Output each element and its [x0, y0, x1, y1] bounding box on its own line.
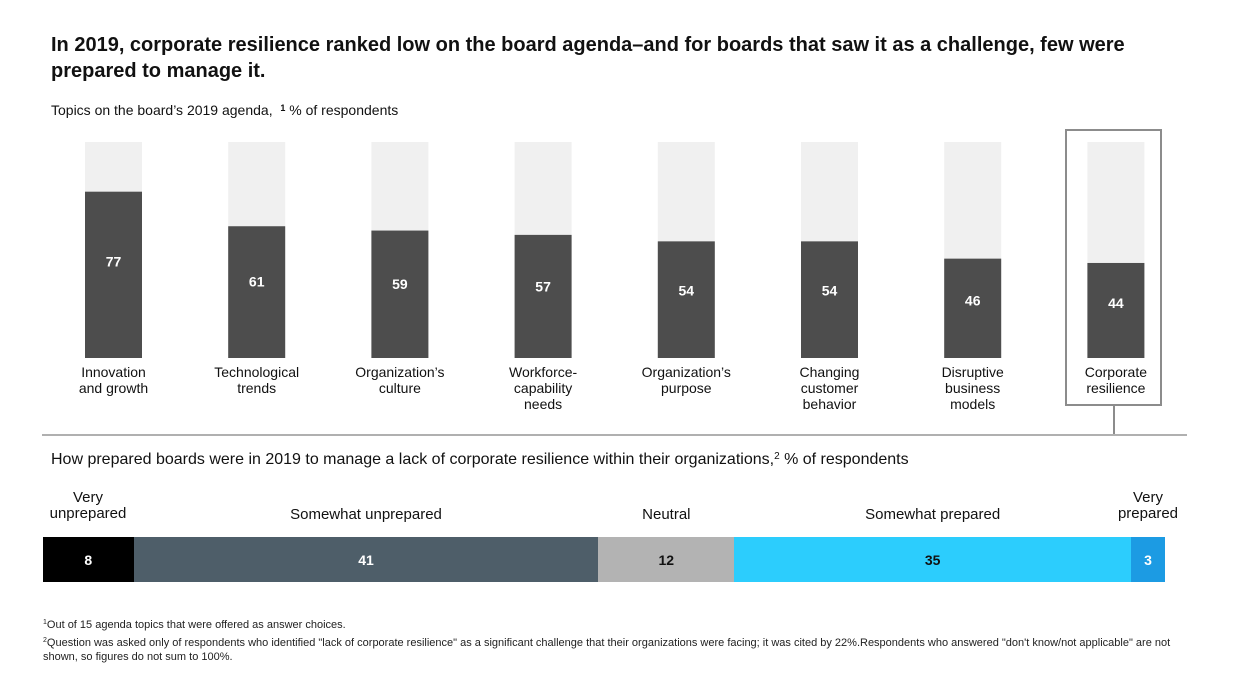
- category-label-line: trends: [237, 380, 277, 396]
- preparedness-stacked-bar: 8 41 12 35 3: [43, 537, 1165, 582]
- bar-value-label: 59: [392, 276, 408, 292]
- chart-title: In 2019, corporate resilience ranked low…: [51, 34, 1125, 82]
- segment-value-label: 41: [358, 551, 374, 568]
- bar: [371, 230, 429, 358]
- footnote-1: 1Out of 15 agenda topics that were offer…: [43, 616, 1203, 632]
- footnote-2: 2Question was asked only of respondents …: [43, 634, 1203, 664]
- section-divider: [42, 434, 1187, 436]
- footnote-ref-1: 1: [280, 103, 286, 113]
- stacked-segment: 41: [133, 537, 599, 582]
- category-label-line: business: [945, 380, 1001, 396]
- stacked-segment: 8: [43, 537, 134, 582]
- category-label: Changing customer behavior: [770, 364, 890, 412]
- footnote-ref-2: 2: [774, 451, 780, 462]
- agenda-subtitle: Topics on the board’s 2019 agenda, 1 % o…: [51, 102, 398, 118]
- highlight-connector: [1113, 406, 1115, 434]
- agenda-subtitle-text: Topics on the board’s 2019 agenda,: [51, 102, 273, 118]
- category-label-line: resilience: [1086, 380, 1146, 396]
- highlight-box: [1065, 129, 1162, 406]
- category-label: Corporate resilience: [1056, 364, 1176, 396]
- category-label-line: behavior: [802, 396, 857, 412]
- segment-label-line: unprepared: [49, 505, 127, 522]
- preparedness-subtitle-text: How prepared boards were in 2019 to mana…: [51, 451, 775, 468]
- stacked-segment: 35: [734, 537, 1131, 582]
- category-label-line: Organization’s: [355, 364, 445, 380]
- segment-label-line: Neutral: [642, 506, 691, 523]
- category-label-line: capability: [513, 380, 573, 396]
- category-label-line: Innovation: [81, 364, 146, 380]
- category-label: Workforce-capability needs: [483, 364, 603, 412]
- segment-category-label: Very prepared: [1066, 490, 1230, 522]
- agenda-subtitle-unit: % of respondents: [285, 102, 399, 118]
- category-label: Organization’s purpose: [626, 364, 746, 396]
- segment-value-label: 3: [1144, 551, 1152, 568]
- footnote-2-marker: 2: [43, 637, 47, 644]
- bar-value-label: 44: [1108, 295, 1124, 311]
- bar-value-label: 54: [822, 282, 838, 298]
- bar-value-label: 54: [679, 282, 695, 298]
- stacked-segment: 3: [1130, 537, 1165, 582]
- category-label: Technological trends: [197, 364, 317, 396]
- bar: [514, 234, 572, 358]
- category-label-line: purpose: [661, 380, 712, 396]
- category-label-line: customer: [800, 380, 859, 396]
- bar: [801, 241, 858, 358]
- segment-category-label: Neutral: [586, 507, 746, 523]
- category-label-line: Corporate: [1084, 364, 1148, 380]
- category-label-line: Changing: [799, 364, 860, 380]
- segment-label-line: Very: [72, 489, 103, 506]
- category-label-line: Technological: [214, 364, 300, 380]
- segment-value-label: 35: [924, 551, 941, 568]
- category-label-line: Workforce-: [508, 364, 578, 380]
- preparedness-subtitle: How prepared boards were in 2019 to mana…: [51, 451, 909, 469]
- bar-value-label: 77: [106, 254, 122, 270]
- bar: [228, 226, 286, 358]
- segment-category-label: Somewhat unprepared: [286, 507, 446, 523]
- bar: [944, 258, 1002, 358]
- segment-category-label: Somewhat prepared: [853, 507, 1013, 523]
- footnote-1-text: Out of 15 agenda topics that were offere…: [46, 619, 346, 631]
- category-label-line: Organization’s: [641, 364, 731, 380]
- footnotes: 1Out of 15 agenda topics that were offer…: [43, 616, 1203, 666]
- segment-label-line: Very: [1132, 489, 1163, 506]
- category-label-line: Disruptive: [941, 364, 1004, 380]
- bar-value-label: 57: [535, 279, 551, 295]
- segment-category-label: Very unprepared: [10, 490, 166, 522]
- segment-label-line: Somewhat unprepared: [290, 506, 442, 523]
- footnote-2-text: Question was asked only of respondents w…: [43, 637, 1171, 663]
- segment-label-line: Somewhat prepared: [865, 506, 1001, 523]
- footnote-1-marker: 1: [43, 619, 47, 626]
- category-label: Innovation and growth: [54, 364, 174, 396]
- category-label: Organization’s culture: [340, 364, 460, 396]
- preparedness-subtitle-unit: % of respondents: [779, 451, 909, 468]
- segment-value-label: 12: [658, 551, 675, 568]
- bar: [85, 191, 142, 358]
- bar: [1087, 262, 1145, 358]
- category-label-line: and growth: [78, 380, 149, 396]
- bar-value-label: 46: [965, 292, 981, 308]
- stacked-segment: 12: [598, 537, 735, 582]
- category-label-line: models: [950, 396, 996, 412]
- bar-value-label: 61: [249, 274, 265, 290]
- bar: [657, 241, 715, 358]
- category-label-line: culture: [378, 380, 421, 396]
- agenda-bar-chart: 77 61 59 57 54 54 46 44: [85, 142, 1145, 358]
- segment-value-label: 8: [84, 551, 93, 568]
- segment-label-line: prepared: [1117, 505, 1179, 522]
- category-label: Disruptive business models: [913, 364, 1033, 412]
- category-label-line: needs: [524, 396, 563, 412]
